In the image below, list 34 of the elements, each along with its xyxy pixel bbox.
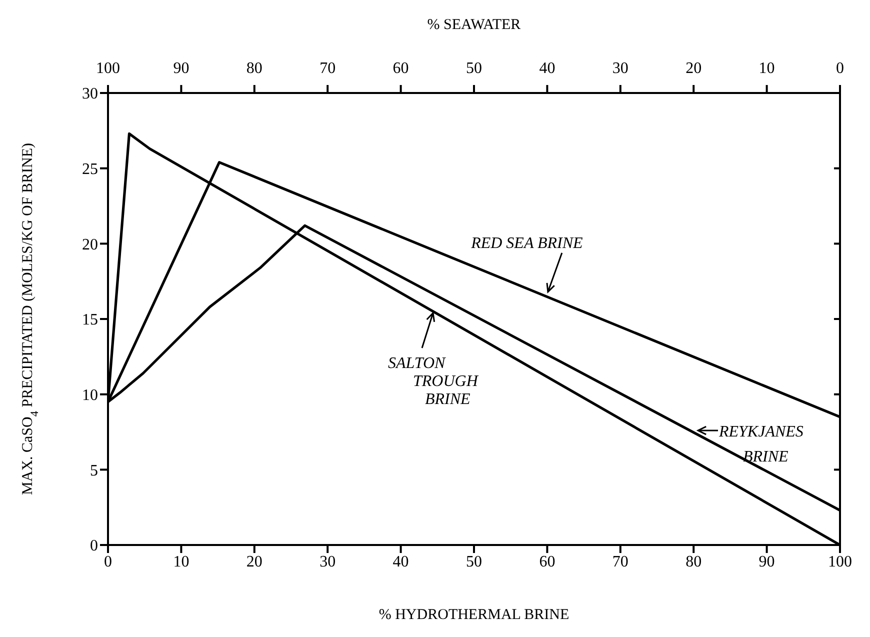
x-tick-label: 20 xyxy=(246,553,262,570)
x2-tick-label: 70 xyxy=(320,60,336,77)
x2-tick-label: 0 xyxy=(836,60,844,77)
y-tick-label: 5 xyxy=(90,462,98,480)
annotation: RED SEA BRINE xyxy=(470,234,583,252)
x-tick-label: 10 xyxy=(173,553,190,570)
x2-tick-label: 100 xyxy=(96,60,120,77)
x-axis-title: % HYDROTHERMAL BRINE xyxy=(378,607,570,623)
y-tick-label: 25 xyxy=(82,161,98,178)
y-tick-label: 20 xyxy=(82,236,98,254)
x-tick-label: 70 xyxy=(612,553,628,570)
x-tick-label: 40 xyxy=(392,553,409,570)
x2-tick-label: 40 xyxy=(539,60,556,77)
x2-tick-label: 10 xyxy=(758,60,775,77)
annotation: REYKJANES BRINE xyxy=(718,423,804,466)
x2-tick-label: 20 xyxy=(686,60,702,77)
x2-tick-label: 60 xyxy=(392,60,409,77)
x2-tick-label: 80 xyxy=(246,60,262,77)
y-tick-label: 10 xyxy=(82,387,98,404)
x-tick-label: 90 xyxy=(758,553,775,570)
x-tick-label: 50 xyxy=(466,553,482,570)
annotation: SALTON TROUGH BRINE xyxy=(388,354,480,408)
x-tick-label: 80 xyxy=(686,553,702,570)
x-tick-label: 30 xyxy=(320,553,336,570)
x2-tick-label: 30 xyxy=(612,60,628,77)
x-tick-label: 0 xyxy=(104,553,112,570)
x2-axis-title: % SEAWATER xyxy=(427,17,521,33)
x-tick-label: 60 xyxy=(539,553,556,570)
y-tick-label: 15 xyxy=(82,312,98,329)
y-tick-label: 0 xyxy=(90,538,98,555)
y-tick-label: 30 xyxy=(82,86,98,103)
x2-tick-label: 90 xyxy=(173,60,190,77)
x-tick-label: 100 xyxy=(828,553,852,570)
x2-tick-label: 50 xyxy=(466,60,482,77)
